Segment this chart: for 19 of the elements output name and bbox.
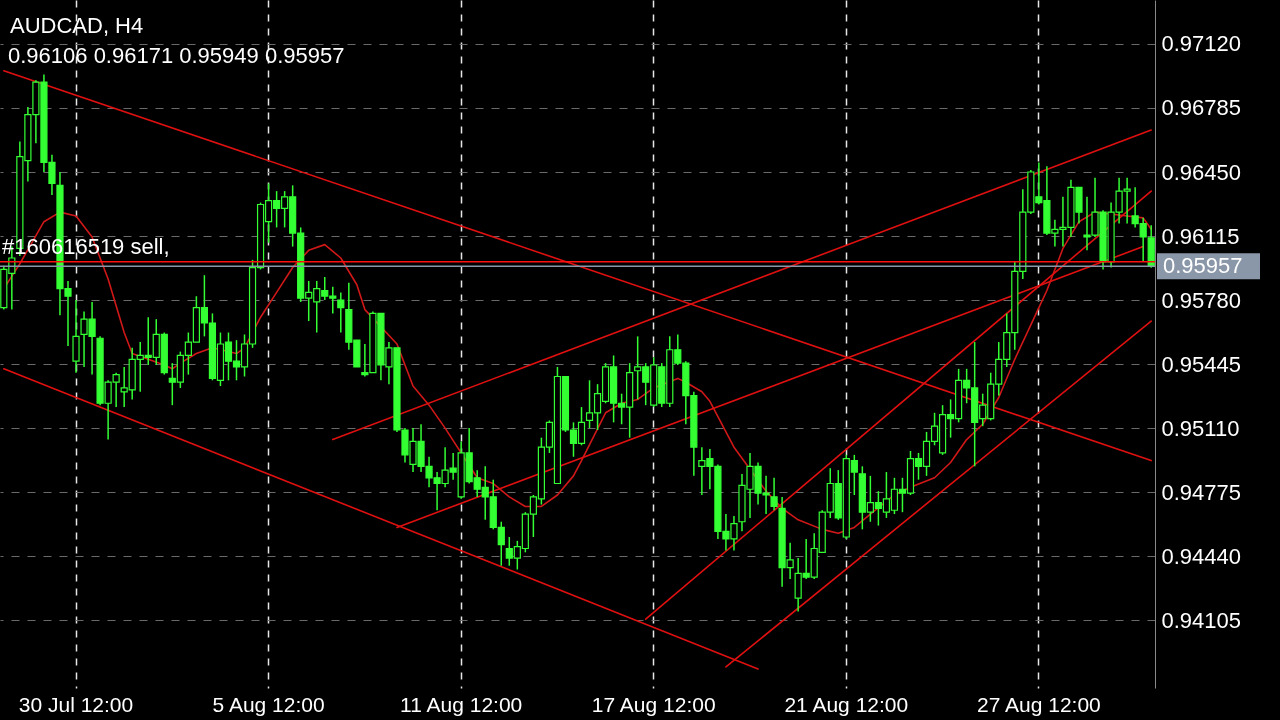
y-tick-label: 0.95445 — [1161, 351, 1242, 377]
x-tick-label: 27 Aug 12:00 — [976, 692, 1101, 716]
y-tick-label: 0.95110 — [1161, 415, 1240, 441]
text: 0.96106 0.96171 0.95949 0.95957 — [8, 43, 345, 68]
y-tick-label: 0.95780 — [1161, 287, 1242, 313]
x-tick-label: 21 Aug 12:00 — [784, 692, 909, 716]
x-tick-label: 30 Jul 12:00 — [18, 692, 134, 716]
y-tick-label: 0.94105 — [1161, 607, 1242, 633]
text: AUDCAD, H4 — [10, 13, 144, 38]
y-tick-label: 0.96785 — [1161, 95, 1242, 121]
y-tick-label: 0.96115 — [1161, 223, 1240, 249]
x-tick-label: 11 Aug 12:00 — [400, 692, 523, 716]
x-tick-label: 17 Aug 12:00 — [591, 692, 716, 716]
y-tick-label: 0.97120 — [1161, 31, 1242, 57]
y-tick-label: 0.96450 — [1161, 159, 1242, 185]
y-tick-label: 0.94775 — [1161, 479, 1242, 505]
y-tick-label: 0.94440 — [1161, 543, 1242, 569]
x-tick-label: 5 Aug 12:00 — [212, 692, 325, 716]
ref-line-label: 0.95957 — [1163, 253, 1243, 279]
